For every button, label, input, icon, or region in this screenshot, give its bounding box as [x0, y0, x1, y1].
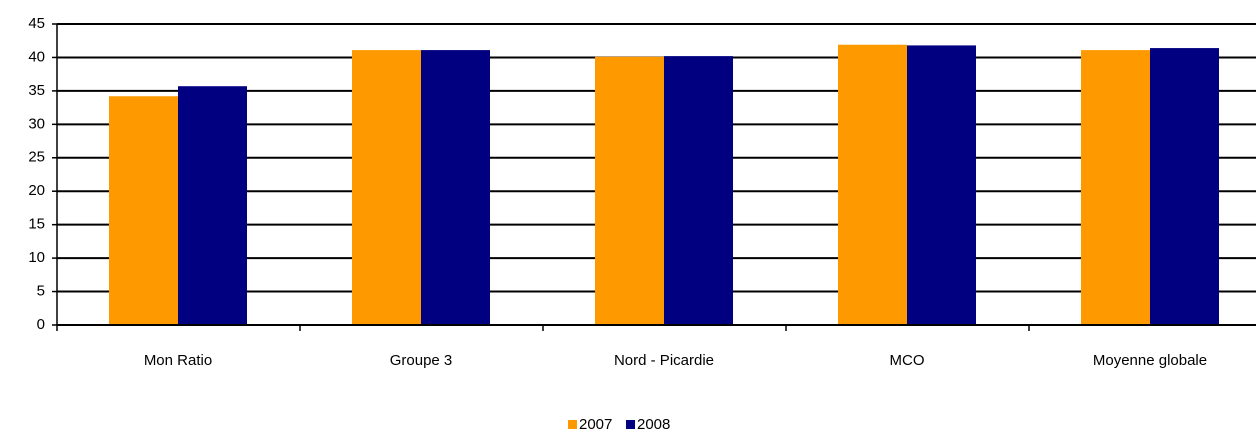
- y-tick-label: 25: [28, 149, 45, 166]
- legend-label: 2007: [579, 416, 612, 433]
- legend-swatch: [568, 420, 577, 429]
- bar: [907, 45, 976, 325]
- bar: [1081, 50, 1150, 325]
- bar: [421, 50, 490, 325]
- y-tick-label: 5: [37, 283, 45, 300]
- y-tick-label: 20: [28, 182, 45, 199]
- y-tick-label: 15: [28, 216, 45, 233]
- bar: [595, 56, 664, 326]
- x-tick-label: Groupe 3: [390, 352, 453, 369]
- y-tick-label: 30: [28, 115, 45, 132]
- x-tick-label: Mon Ratio: [144, 352, 212, 369]
- y-tick-label: 40: [28, 48, 45, 65]
- bar: [352, 50, 421, 325]
- bar: [838, 44, 907, 325]
- y-tick-label: 35: [28, 82, 45, 99]
- legend-swatch: [626, 420, 635, 429]
- x-tick-label: Moyenne globale: [1093, 352, 1207, 369]
- bar: [178, 86, 247, 325]
- y-tick-label: 45: [28, 15, 45, 32]
- x-tick-label: MCO: [890, 352, 925, 369]
- bar: [664, 56, 733, 326]
- bar: [109, 96, 178, 326]
- y-tick-label: 0: [37, 316, 45, 333]
- legend-label: 2008: [637, 416, 670, 433]
- bar: [1150, 48, 1219, 325]
- x-tick-label: Nord - Picardie: [614, 352, 714, 369]
- y-tick-label: 10: [28, 249, 45, 266]
